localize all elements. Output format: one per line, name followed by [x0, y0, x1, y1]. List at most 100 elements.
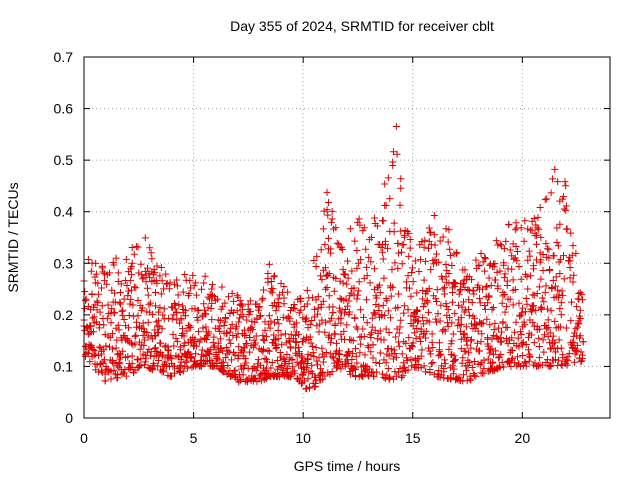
data-point — [470, 371, 478, 379]
data-point — [333, 364, 341, 372]
data-point — [226, 328, 234, 336]
data-point — [457, 327, 465, 335]
data-point — [534, 213, 542, 221]
data-point — [416, 256, 424, 264]
data-point — [134, 243, 142, 251]
data-point — [308, 317, 316, 325]
data-point — [537, 256, 545, 264]
data-point — [368, 329, 376, 337]
data-point — [243, 316, 251, 324]
data-point — [454, 301, 462, 309]
data-point — [353, 264, 361, 272]
data-point — [380, 336, 388, 344]
data-point — [210, 343, 218, 351]
data-point — [319, 225, 327, 233]
data-point — [360, 367, 368, 375]
data-point — [388, 266, 396, 274]
data-point — [389, 158, 397, 166]
data-point — [336, 294, 344, 302]
data-point — [384, 244, 392, 252]
data-point — [265, 260, 273, 268]
data-point — [457, 320, 465, 328]
data-point — [227, 339, 235, 347]
data-point — [526, 252, 534, 260]
data-point — [382, 359, 390, 367]
data-point — [153, 279, 161, 287]
data-point — [187, 284, 195, 292]
data-point — [458, 303, 466, 311]
data-point — [152, 276, 160, 284]
data-point — [380, 274, 388, 282]
data-point — [298, 370, 306, 378]
data-point — [205, 330, 213, 338]
data-point — [108, 345, 116, 353]
data-point — [218, 283, 226, 291]
data-point — [536, 249, 544, 257]
data-point — [100, 277, 108, 285]
data-point — [148, 255, 156, 263]
data-point — [137, 260, 145, 268]
data-point — [156, 272, 164, 280]
data-point — [465, 358, 473, 366]
data-point — [554, 356, 562, 364]
data-point — [400, 241, 408, 249]
data-point — [519, 352, 527, 360]
data-point — [81, 305, 89, 313]
data-point — [291, 369, 299, 377]
y-axis-title: SRMTID / TECUs — [5, 182, 21, 292]
data-point — [508, 265, 516, 273]
data-point — [133, 318, 141, 326]
data-point — [108, 286, 116, 294]
data-point — [456, 321, 464, 329]
data-point — [372, 358, 380, 366]
data-point — [497, 328, 505, 336]
data-point — [254, 356, 262, 364]
data-point — [184, 364, 192, 372]
data-point — [318, 369, 326, 377]
data-point — [440, 326, 448, 334]
data-point — [462, 347, 470, 355]
data-point — [327, 218, 335, 226]
data-point — [268, 278, 276, 286]
data-point — [337, 314, 345, 322]
data-point — [512, 318, 520, 326]
data-point — [263, 371, 271, 379]
data-point — [400, 359, 408, 367]
data-point — [95, 368, 103, 376]
data-point — [509, 301, 517, 309]
data-point — [206, 346, 214, 354]
data-point — [146, 274, 154, 282]
data-point — [273, 316, 281, 324]
data-point — [567, 229, 575, 237]
plot-frame — [83, 56, 611, 419]
data-point — [360, 224, 368, 232]
data-point — [98, 350, 106, 358]
data-point — [289, 363, 297, 371]
data-point — [319, 358, 327, 366]
data-point — [574, 320, 582, 328]
data-point — [314, 304, 322, 312]
data-point — [509, 276, 517, 284]
data-point — [468, 364, 476, 372]
data-point — [435, 366, 443, 374]
data-point — [524, 285, 532, 293]
data-point — [347, 289, 355, 297]
data-point — [95, 290, 103, 298]
data-point — [368, 314, 376, 322]
data-point — [484, 334, 492, 342]
data-point — [445, 269, 453, 277]
data-point — [551, 356, 559, 364]
data-point — [425, 224, 433, 232]
data-point — [521, 217, 529, 225]
data-point — [466, 372, 474, 380]
data-point — [116, 299, 124, 307]
data-point — [108, 330, 116, 338]
data-point — [327, 339, 335, 347]
data-point — [494, 282, 502, 290]
data-point — [356, 333, 364, 341]
data-point — [540, 298, 548, 306]
data-point — [215, 348, 223, 356]
data-point — [198, 346, 206, 354]
data-point — [557, 344, 565, 352]
data-point — [170, 342, 178, 350]
